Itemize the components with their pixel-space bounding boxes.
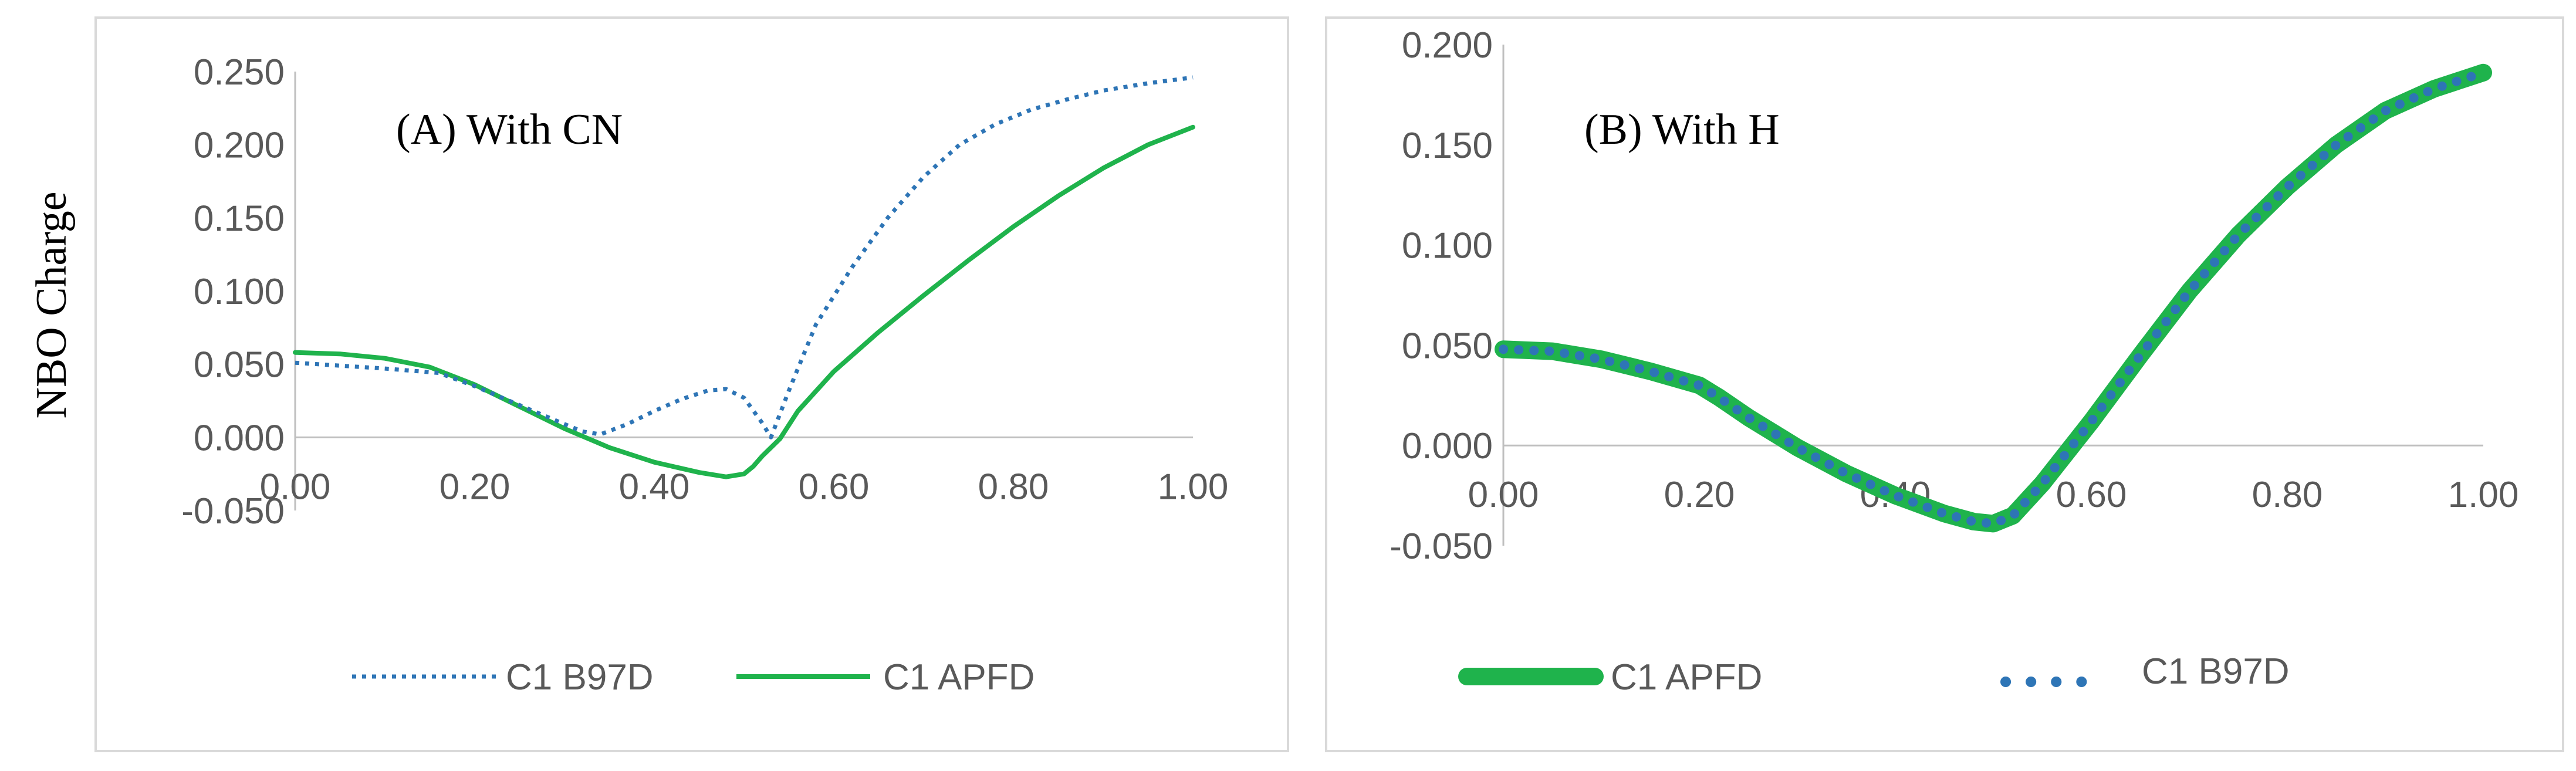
y-tick-label-a: 0.000 [194,418,285,458]
series-line-a-c1-b97d [295,75,1194,439]
x-tick-label-b: 0.00 [1468,475,1539,515]
x-tick-label-a: 0.80 [978,466,1049,507]
y-tick-label-a: 0.050 [194,345,285,386]
chart-a-annotation: (A) With CN [396,106,623,154]
y-tick-label-a: 0.250 [194,52,285,93]
y-tick-label-a: 0.200 [194,126,285,166]
x-tick-label-a: 0.40 [619,466,690,507]
chart-frame-b [1325,16,2564,752]
x-tick-label-b: 1.00 [2448,475,2519,515]
x-tick-label-b: 0.80 [2252,475,2323,515]
legend-a: C1 B97D C1 APFD [352,657,1035,698]
chart-b-plot: 0.200 0.150 0.100 0.050 0.000 -0.050 0.00 0.20 0… [1390,25,2518,567]
legend-a-b97d-label: C1 B97D [506,657,654,698]
chart-a-plot: 0.250 0.200 0.150 0.100 0.050 0.000 -0.0500.00… [181,52,1228,532]
x-tick-label-b: 0.60 [2056,475,2127,515]
y-tick-label-b: 0.200 [1402,25,1493,66]
y-axis-label: NBO Charge [28,191,76,418]
y-tick-label-b: -0.050 [1390,526,1493,567]
legend-b-apfd-label: C1 APFD [1611,657,1762,698]
y-tick-label-a: 0.150 [194,198,285,239]
chart-panel-a: (A) With CN 0.250 0.200 0.150 0.100 0.050 0.0… [94,16,1289,752]
legend-b: C1 APFD C1 B97D [1458,651,2290,698]
y-tick-label-a: -0.050 [181,491,285,532]
chart-panel-b: (B) With H 0.200 0.150 0.100 0.050 0.000 -0.0… [1325,16,2564,752]
x-tick-label-a: 1.00 [1158,466,1229,507]
x-tick-label-a: 0.60 [799,466,870,507]
y-tick-label-b: 0.000 [1402,426,1493,466]
y-tick-label-b: 0.150 [1402,126,1493,166]
x-tick-label-a: 0.00 [260,466,331,507]
x-tick-label-b: 0.20 [1664,475,1735,515]
chart-b-annotation: (B) With H [1584,106,1780,154]
legend-b-b97d-label: C1 B97D [2142,651,2290,692]
legend-a-apfd-label: C1 APFD [883,657,1035,698]
x-tick-label-a: 0.20 [440,466,511,507]
y-tick-label-a: 0.100 [194,272,285,312]
series-line-b-c1-b97d [1499,67,2488,529]
y-tick-label-b: 0.050 [1402,326,1493,366]
y-tick-label-b: 0.100 [1402,226,1493,266]
